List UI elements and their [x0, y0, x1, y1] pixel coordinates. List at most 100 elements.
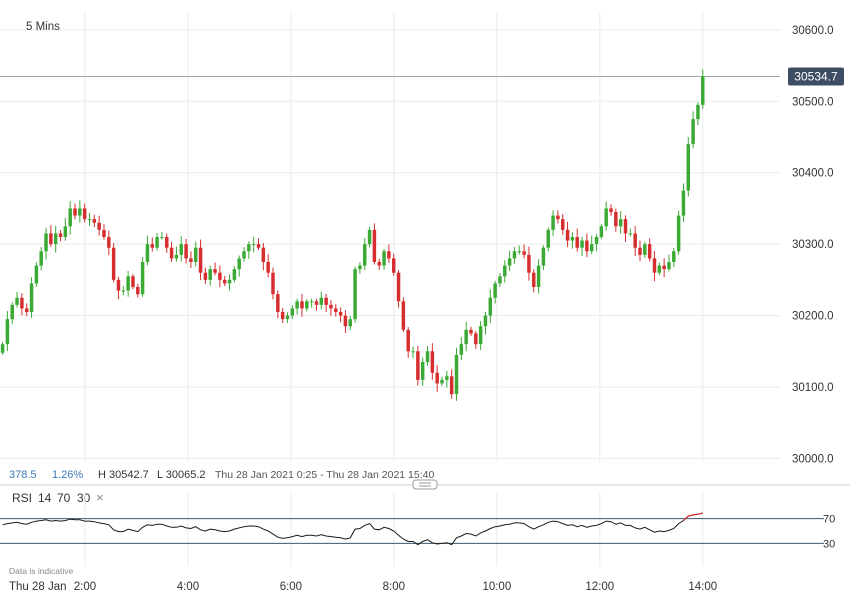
candle-body [121, 290, 126, 292]
candle-body [483, 315, 488, 327]
candle-body [372, 229, 377, 262]
candle-body [449, 376, 454, 395]
candle-body [536, 265, 541, 287]
candle-body [691, 119, 695, 145]
time-tick-label: 4:00 [177, 581, 199, 593]
candle-body [285, 315, 290, 320]
candle-body [256, 244, 261, 248]
candle-body [343, 315, 348, 327]
candle-body [609, 208, 613, 212]
candle-body [34, 265, 39, 284]
time-axis: 2:00 4:00 6:00 8:00 10:00 12:00 14:00 [74, 581, 717, 593]
rsi-header: RSI 14 70 30 × [12, 490, 104, 505]
candle-body [440, 379, 444, 384]
candle-body [53, 233, 58, 245]
candle-body [198, 247, 203, 273]
candle-body [614, 212, 618, 227]
candle-body [39, 251, 43, 266]
candle-body [218, 272, 222, 280]
candle-body [652, 258, 657, 273]
candle-body [493, 283, 497, 298]
timeframe-label[interactable]: 5 Mins [26, 21, 60, 33]
candle-body [29, 283, 34, 312]
candle-body [68, 208, 72, 227]
candle-body [589, 244, 594, 252]
candle-body [58, 233, 63, 237]
candle-body [261, 247, 266, 262]
candle-body [377, 262, 381, 266]
candle-body [334, 308, 338, 312]
candle-body [676, 215, 681, 252]
current-price-tag: 30534.7 [788, 67, 844, 86]
candle-body [633, 233, 637, 248]
candle-body [363, 244, 367, 266]
candle-body [213, 269, 217, 273]
candle-body [78, 208, 82, 216]
candle-body [459, 344, 464, 355]
candle-body [638, 247, 642, 255]
candle-body [193, 247, 198, 262]
price-tick-label: 30500.0 [792, 96, 834, 108]
candle-body [169, 247, 174, 259]
price-tick-label: 30300.0 [792, 239, 834, 251]
close-icon[interactable]: × [96, 490, 104, 505]
price-tick-label: 30200.0 [792, 311, 834, 323]
candle-body [643, 244, 647, 255]
candle-body [401, 301, 406, 330]
candle-body [189, 258, 193, 262]
candle-body [179, 244, 183, 255]
candle-body [160, 237, 164, 238]
candle-body [232, 269, 237, 280]
candle-body [111, 247, 116, 280]
candle-body [309, 301, 314, 303]
candle-body [280, 312, 285, 320]
price-tick-label: 30600.0 [792, 25, 834, 37]
candle-body [565, 229, 570, 241]
candle-body [305, 301, 309, 309]
candle-body [367, 229, 372, 245]
candle-body [662, 265, 666, 270]
candle-body [406, 329, 410, 352]
candle-body [358, 265, 362, 270]
time-tick-label: 8:00 [383, 581, 405, 593]
stats-strip: 378.5 1.26% H 30542.7 L 30065.2 Thu 28 J… [9, 469, 434, 481]
price-tick-label: 30100.0 [792, 382, 834, 394]
candle-body [174, 254, 179, 259]
candle-body [570, 237, 575, 241]
candle-body [445, 376, 449, 380]
candle-body [594, 237, 599, 245]
price-tick-label: 30400.0 [792, 168, 834, 180]
candle-body [10, 304, 14, 320]
candle-body [517, 251, 522, 253]
candle-body [560, 219, 565, 230]
rsi-overbought-segment [683, 512, 703, 521]
candle-body [92, 219, 97, 223]
candle-body [580, 240, 584, 248]
candle-body [585, 240, 589, 252]
candle-body [618, 219, 623, 227]
candle-body [319, 297, 324, 305]
candle-body [208, 269, 212, 280]
pane-resize-handle[interactable] [412, 479, 438, 490]
candle-body [165, 237, 169, 248]
candle-body [551, 215, 555, 230]
candle-body [522, 251, 526, 255]
candle-body [599, 226, 604, 237]
candle-body [73, 208, 77, 216]
candle-body [140, 262, 145, 295]
candle-body [242, 251, 246, 259]
candle-body [430, 351, 435, 373]
candle-body [329, 304, 333, 309]
candle-body [102, 229, 106, 237]
candle-body [696, 104, 700, 120]
candle-body [237, 258, 241, 270]
candle-body [657, 265, 662, 273]
time-tick-label: 14:00 [688, 581, 717, 593]
candle-body [667, 262, 671, 270]
session-low: L 30065.2 [157, 469, 206, 481]
candle-body [647, 244, 652, 259]
candle-body [24, 308, 29, 312]
change-percent: 1.26% [52, 469, 83, 481]
candle-body [527, 254, 531, 273]
